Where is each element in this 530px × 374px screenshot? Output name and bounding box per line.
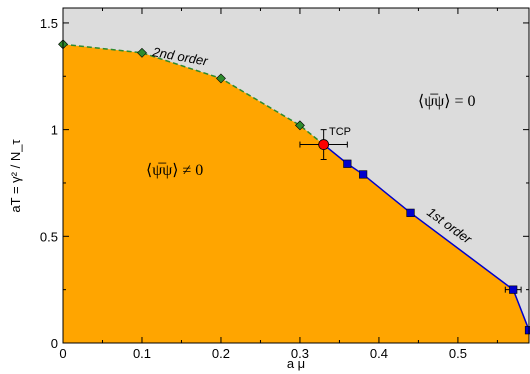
x-tick-label: 0.1: [133, 346, 151, 361]
y-axis-ticks: 0 0.5 1 1.5: [40, 16, 529, 351]
first-order-point: [343, 159, 352, 168]
x-tick-label: 0.3: [291, 346, 309, 361]
x-tick-label: 0.5: [449, 346, 467, 361]
first-order-point: [509, 285, 518, 294]
tcp-annotation: TCP: [329, 126, 351, 138]
y-tick-label: 0.5: [40, 229, 58, 244]
y-tick-label: 1.5: [40, 16, 58, 31]
second-order-point: [295, 120, 305, 131]
plot-frame: [62, 7, 530, 344]
x-axis-ticks: 0 0.1 0.2 0.3 0.4 0.5: [59, 8, 498, 361]
second-order-point: [137, 47, 147, 58]
first-order-point: [406, 208, 415, 217]
first-order-point: [359, 170, 368, 179]
y-tick-label: 1: [51, 123, 58, 138]
tcp-point: [318, 139, 330, 150]
x-tick-label: 0: [59, 346, 66, 361]
second-order-point: [216, 73, 226, 84]
broken-phase-region: [63, 44, 529, 343]
x-axis-label: a μ: [287, 356, 305, 371]
x-tick-label: 0.4: [370, 346, 388, 361]
symmetric-phase-annotation: ⟨ψ̅ψ⟩ = 0: [418, 93, 476, 110]
x-tick-label: 0.2: [212, 346, 230, 361]
broken-phase-annotation: ⟨ψ̅ψ⟩ ≠ 0: [146, 162, 203, 179]
y-axis-label: aT = γ² / N_τ: [8, 139, 23, 213]
y-tick-label: 0: [51, 336, 58, 351]
